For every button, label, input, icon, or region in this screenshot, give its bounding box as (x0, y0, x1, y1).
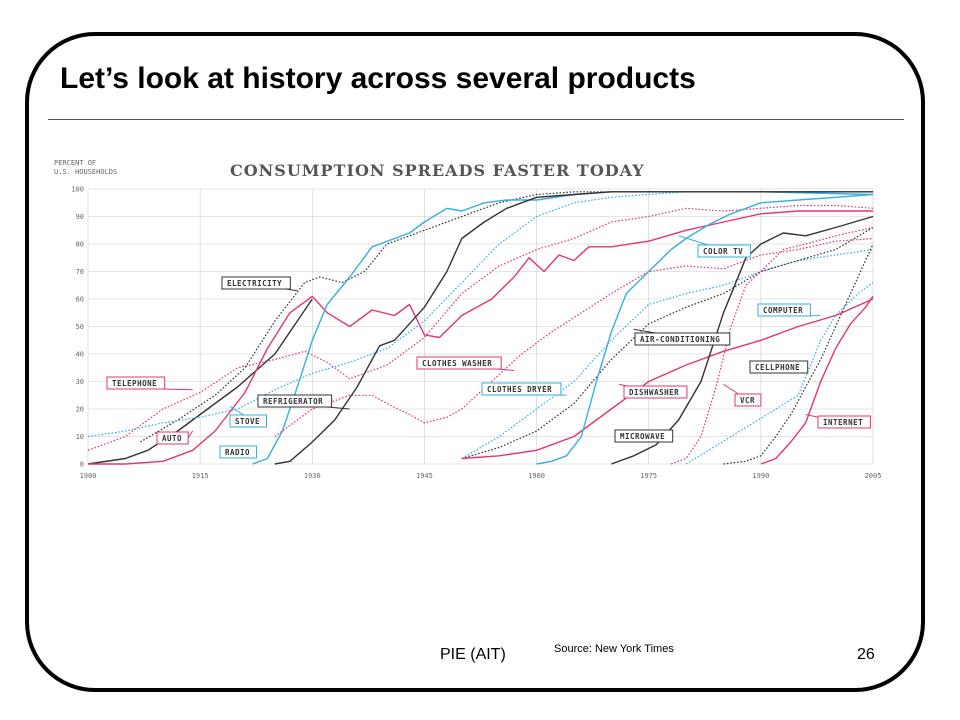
y-tick-label: 10 (76, 433, 84, 441)
x-tick-label: 2005 (865, 472, 882, 480)
y-tick-label: 60 (76, 296, 84, 304)
series-line-refrigerator (274, 191, 873, 465)
adoption-chart: CONSUMPTION SPREADS FASTER TODAY PERCENT … (54, 159, 882, 480)
series-line-internet (760, 295, 874, 465)
series-line-stove (87, 191, 873, 438)
series-line-dishwasher (461, 298, 874, 460)
series-label-computer: COMPUTER (757, 303, 821, 317)
svg-text:AUTO: AUTO (162, 434, 182, 443)
series-line-electricity (139, 191, 873, 443)
series-label-radio: RADIO (219, 445, 257, 459)
svg-text:INTERNET: INTERNET (823, 418, 863, 427)
y-tick-label: 80 (76, 241, 84, 249)
series-line-radio (252, 191, 874, 465)
series-label-dishwasher: DISHWASHER (618, 383, 688, 399)
y-tick-label: 90 (76, 213, 84, 221)
series-label-clothes-dryer: CLOTHES DRYER (481, 382, 567, 396)
svg-text:CLOTHES WASHER: CLOTHES WASHER (422, 359, 492, 368)
series-label-air-conditioning: AIR-CONDITIONING (633, 328, 731, 346)
x-tick-label: 1990 (752, 472, 769, 480)
x-tick-label: 1960 (528, 472, 545, 480)
series-line-auto (87, 298, 313, 465)
series-label-electricity: ELECTRICITY (221, 276, 298, 292)
series-line-clothes-dryer (461, 248, 874, 460)
y-tick-label: 30 (76, 378, 84, 386)
series-label-auto: AUTO (156, 430, 194, 445)
series-label-color-tv: COLOR TV (678, 235, 751, 258)
series-line-telephone (87, 204, 874, 451)
series-label-refrigerator: REFRIGERATOR (257, 394, 350, 410)
svg-text:AIR-CONDITIONING: AIR-CONDITIONING (640, 335, 720, 344)
series-line-computer (685, 282, 874, 465)
series-label-vcr: VCR (723, 383, 762, 407)
y-tick-label: 50 (76, 323, 84, 331)
svg-text:COLOR TV: COLOR TV (703, 247, 743, 256)
svg-text:RADIO: RADIO (225, 448, 250, 457)
x-tick-label: 1900 (80, 472, 97, 480)
series-label-microwave: MICROWAVE (614, 429, 674, 443)
svg-text:TELEPHONE: TELEPHONE (112, 379, 157, 388)
slide-frame (25, 32, 925, 692)
svg-text:STOVE: STOVE (235, 417, 260, 426)
series-label-internet: INTERNET (805, 414, 871, 429)
svg-text:CELLPHONE: CELLPHONE (755, 363, 800, 372)
x-tick-label: 1975 (640, 472, 657, 480)
chart-title: CONSUMPTION SPREADS FASTER TODAY (230, 161, 645, 180)
svg-text:MICROWAVE: MICROWAVE (620, 432, 665, 441)
y-tick-label: 100 (71, 186, 84, 194)
slide-title: Let’s look at history across several pro… (60, 62, 696, 95)
y-tick-label: 0 (80, 461, 84, 469)
svg-text:REFRIGERATOR: REFRIGERATOR (263, 397, 323, 406)
svg-text:DISHWASHER: DISHWASHER (629, 388, 679, 397)
y-axis-label: PERCENT OF (54, 159, 96, 167)
y-axis-label: U.S. HOUSEHOLDS (54, 168, 117, 176)
series-label-clothes-washer: CLOTHES WASHER (416, 356, 515, 371)
series-line-vcr (670, 226, 874, 465)
svg-text:CLOTHES DRYER: CLOTHES DRYER (487, 385, 552, 394)
x-tick-label: 1915 (192, 472, 209, 480)
x-tick-label: 1930 (304, 472, 321, 480)
svg-text:ELECTRICITY: ELECTRICITY (227, 279, 282, 288)
footer-presenter: PIE (AIT) (440, 646, 506, 663)
page-number: 26 (857, 646, 875, 663)
series-label-cellphone: CELLPHONE (749, 360, 809, 374)
svg-text:VCR: VCR (740, 396, 755, 405)
title-divider (48, 119, 904, 120)
y-tick-label: 40 (76, 351, 84, 359)
svg-text:COMPUTER: COMPUTER (763, 306, 803, 315)
series-label-stove: STOVE (229, 405, 267, 428)
series-line-clothes-washer (274, 237, 874, 437)
series-line-microwave (611, 215, 874, 465)
y-tick-label: 20 (76, 406, 84, 414)
series-label-telephone: TELEPHONE (106, 376, 193, 391)
series-line-auto-continued (88, 210, 873, 465)
x-tick-label: 1945 (416, 472, 433, 480)
series-line-air-conditioning (461, 226, 874, 460)
y-tick-label: 70 (76, 268, 84, 276)
footer-source: Source: New York Times (554, 643, 674, 655)
series-line-color-tv (536, 193, 874, 465)
